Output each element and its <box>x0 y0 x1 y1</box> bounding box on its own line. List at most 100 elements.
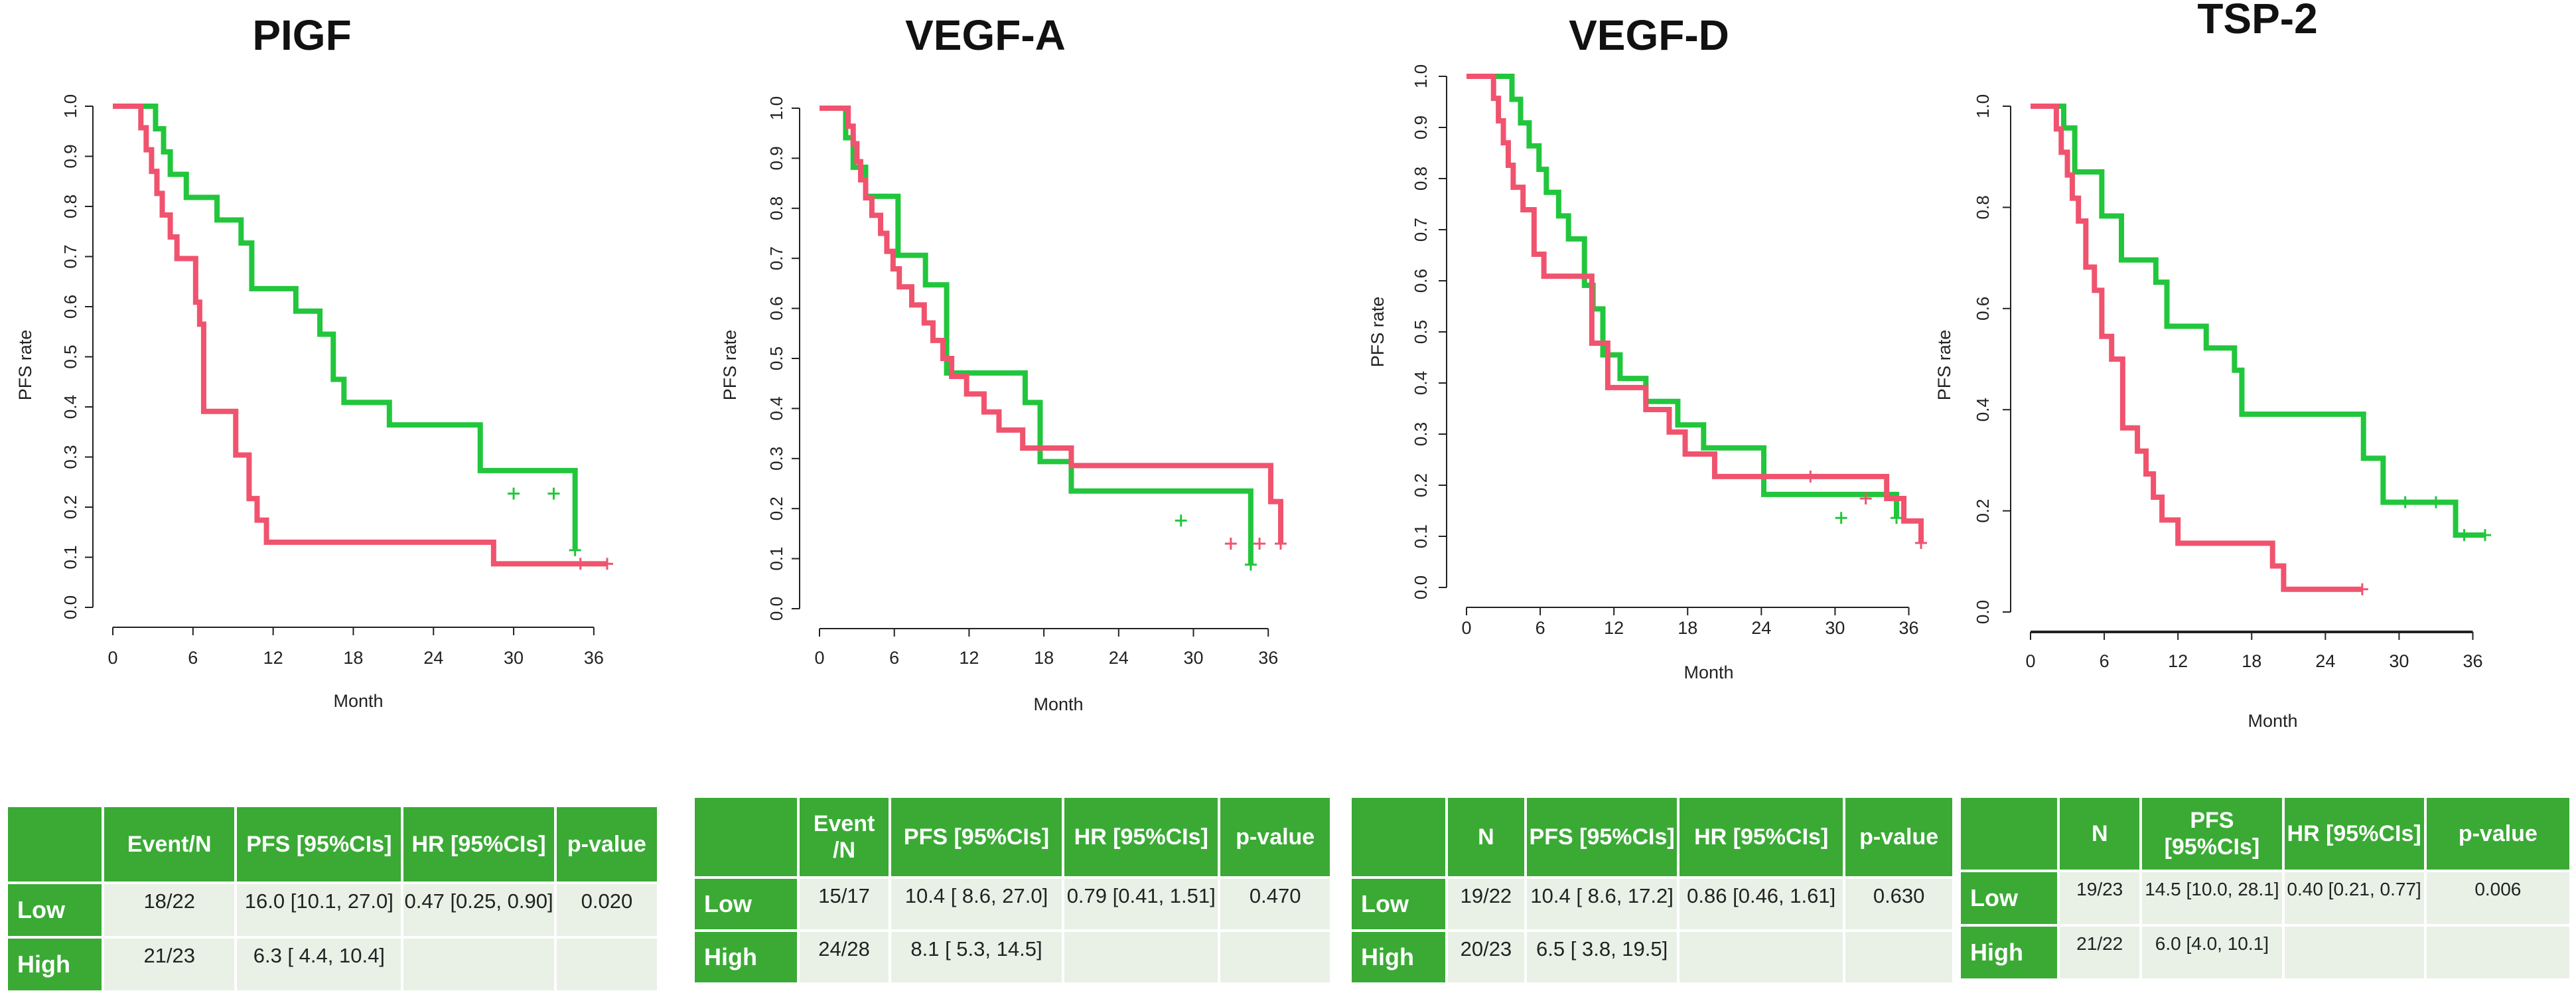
table-cell: 10.4 [ 8.6, 27.0] <box>891 879 1062 929</box>
table-cell: 0.79 [0.41, 1.51] <box>1064 879 1218 929</box>
table-cell: 21/23 <box>104 939 235 990</box>
chart-tsp-2-x-tick-label: 30 <box>2389 651 2409 671</box>
table-cell: 0.470 <box>1220 879 1330 929</box>
chart-pigf-censor-mark-high <box>574 558 587 570</box>
chart-tsp-2-series-low <box>2031 104 2485 538</box>
chart-tsp-2-y-tick-label: 0.2 <box>1973 499 1993 523</box>
header-hr: HR [95%CIs] <box>1680 798 1843 876</box>
chart-vegf-d-y-tick-label: 0.9 <box>1411 115 1431 139</box>
chart-pigf-x-tick-label: 30 <box>504 648 524 668</box>
table-cell: 18/22 <box>104 884 235 936</box>
chart-pigf-y-tick-label: 0.7 <box>60 244 80 268</box>
chart-vegf-d-censor-mark-low <box>1890 512 1902 524</box>
row-label-low: Low <box>695 879 798 929</box>
table-cell: 6.5 [ 3.8, 19.5] <box>1527 932 1678 982</box>
table-cell: 0.86 [0.46, 1.61] <box>1680 879 1843 929</box>
chart-vegf-d-y-tick-label: 0.7 <box>1411 218 1431 242</box>
chart-tsp-2-censor-mark-low <box>2429 496 2442 508</box>
chart-pigf-x-tick-label: 36 <box>584 648 604 668</box>
header-hr: HR [95%CIs] <box>2284 798 2424 870</box>
chart-vegf-d-x-tick-label: 30 <box>1825 618 1845 638</box>
chart-pigf-y-tick-label: 0.5 <box>60 345 80 368</box>
chart-pigf-y-tick-label: 0.2 <box>60 495 80 519</box>
header-p-value: p-value <box>1845 798 1952 876</box>
table-cell: 21/22 <box>2060 927 2140 978</box>
chart-vegf-a-y-tick-label: 0.7 <box>766 246 786 270</box>
chart-tsp-2-x-tick-label: 0 <box>2025 651 2035 671</box>
header-hr: HR [95%CIs] <box>1064 798 1218 876</box>
chart-pigf-x-axis-label: Month <box>333 691 383 711</box>
table-cell: 6.3 [ 4.4, 10.4] <box>237 939 401 990</box>
chart-vegf-a-y-tick-label: 0.1 <box>766 547 786 571</box>
chart-vegf-a-y-tick-label: 0.8 <box>766 196 786 220</box>
chart-tsp-2-x-axis-label: Month <box>2248 711 2297 731</box>
chart-vegf-a-y-tick-label: 0.3 <box>766 447 786 471</box>
chart-vegf-a-y-tick-label: 0.9 <box>766 146 786 170</box>
chart-vegf-a-x-tick-label: 18 <box>1034 648 1054 668</box>
chart-tsp-2-y-tick-label: 1.0 <box>1973 94 1993 118</box>
chart-pigf-series-low <box>113 104 578 550</box>
chart-tsp-2-y-tick-label: 0.8 <box>1973 195 1993 219</box>
chart-pigf-y-tick-label: 0.9 <box>60 144 80 168</box>
table-cell: 0.47 [0.25, 0.90] <box>403 884 554 936</box>
table-cell: 0.40 [0.21, 0.77] <box>2284 872 2424 924</box>
table-cell <box>1064 932 1218 982</box>
table-cell: 20/23 <box>1447 932 1525 982</box>
row-label-high: High <box>1961 927 2058 978</box>
chart-pigf-title: PIGF <box>252 11 351 59</box>
chart-pigf-x-tick-label: 18 <box>343 648 363 668</box>
chart-vegf-d-censor-mark-high <box>1859 493 1872 505</box>
table-cell: 16.0 [10.1, 27.0] <box>237 884 401 936</box>
table-cell: 24/28 <box>800 932 889 982</box>
chart-pigf-censor-mark-low <box>569 544 581 556</box>
chart-vegf-a-x-axis-label: Month <box>1033 694 1083 714</box>
stats-table-tsp-2: N PFS [95%CIs] HR [95%CIs] p-value Low 1… <box>1958 795 2572 981</box>
header-p-value: p-value <box>2426 798 2569 870</box>
chart-vegf-a-censor-mark-low <box>1244 558 1257 571</box>
row-label-high: High <box>695 932 798 982</box>
chart-vegf-d-censor-mark-high <box>1804 470 1817 483</box>
chart-pigf-y-tick-label: 0.6 <box>60 295 80 319</box>
table-cell: 8.1 [ 5.3, 14.5] <box>891 932 1062 982</box>
header-p-value: p-value <box>1220 798 1330 876</box>
chart-tsp-2-censor-mark-low <box>2458 529 2470 542</box>
chart-vegf-d-y-tick-label: 0.0 <box>1411 575 1431 599</box>
table-cell: 6.0 [4.0, 10.1] <box>2142 927 2282 978</box>
header-pfs: PFS [95%CIs] <box>1527 798 1678 876</box>
chart-vegf-a-series-low <box>820 106 1253 565</box>
chart-vegf-a-y-tick-label: 0.6 <box>766 297 786 321</box>
table-cell: 19/22 <box>1447 879 1525 929</box>
chart-vegf-d-censor-mark-high <box>1915 537 1927 550</box>
chart-tsp-2-x-tick-label: 24 <box>2315 651 2335 671</box>
chart-pigf-y-tick-label: 0.4 <box>60 395 80 419</box>
table-cell <box>556 939 657 990</box>
chart-tsp-2-censor-mark-low <box>2479 529 2491 542</box>
chart-vegf-a-title: VEGF-A <box>905 11 1066 59</box>
chart-vegf-d-y-tick-label: 0.1 <box>1411 524 1431 548</box>
chart-tsp-2-y-tick-label: 0.0 <box>1973 600 1993 624</box>
chart-vegf-a-y-tick-label: 0.4 <box>766 396 786 420</box>
km-plots: PIGF 0.0 0.1 0.2 0.3 0.4 0.5 0.6 0.7 0.8 0.9 1.0 PFS… <box>15 0 2491 731</box>
chart-vegf-a-y-tick-label: 1.0 <box>766 96 786 120</box>
table-cell: 0.630 <box>1845 879 1952 929</box>
table-cell: 10.4 [ 8.6, 17.2] <box>1527 879 1678 929</box>
table-corner <box>8 807 102 882</box>
header-p-value: p-value <box>556 807 657 882</box>
chart-vegf-a-series-high <box>820 106 1283 544</box>
chart-vegf-a-censor-mark-high <box>1253 537 1266 550</box>
row-label-low: Low <box>1961 872 2058 924</box>
chart-pigf-y-tick-label: 0.3 <box>60 445 80 469</box>
chart-vegf-a-censor-mark-high <box>1224 537 1237 550</box>
table-cell: 14.5 [10.0, 28.1] <box>2142 872 2282 924</box>
chart-pigf-y-tick-label: 1.0 <box>60 94 80 118</box>
chart-vegf-d-series-high <box>1467 74 1924 544</box>
chart-vegf-d-y-tick-label: 0.6 <box>1411 269 1431 293</box>
chart-pigf-y-axis-label: PFS rate <box>15 330 35 401</box>
table-corner <box>1352 798 1445 876</box>
chart-pigf-censor-mark-high <box>601 558 613 570</box>
chart-tsp-2-title: TSP-2 <box>2197 0 2317 42</box>
chart-vegf-d-y-tick-label: 0.2 <box>1411 473 1431 497</box>
chart-vegf-d-x-tick-label: 6 <box>1536 618 1545 638</box>
chart-tsp-2-censor-mark-high <box>2356 583 2368 595</box>
chart-pigf-x-tick-label: 0 <box>107 648 117 668</box>
